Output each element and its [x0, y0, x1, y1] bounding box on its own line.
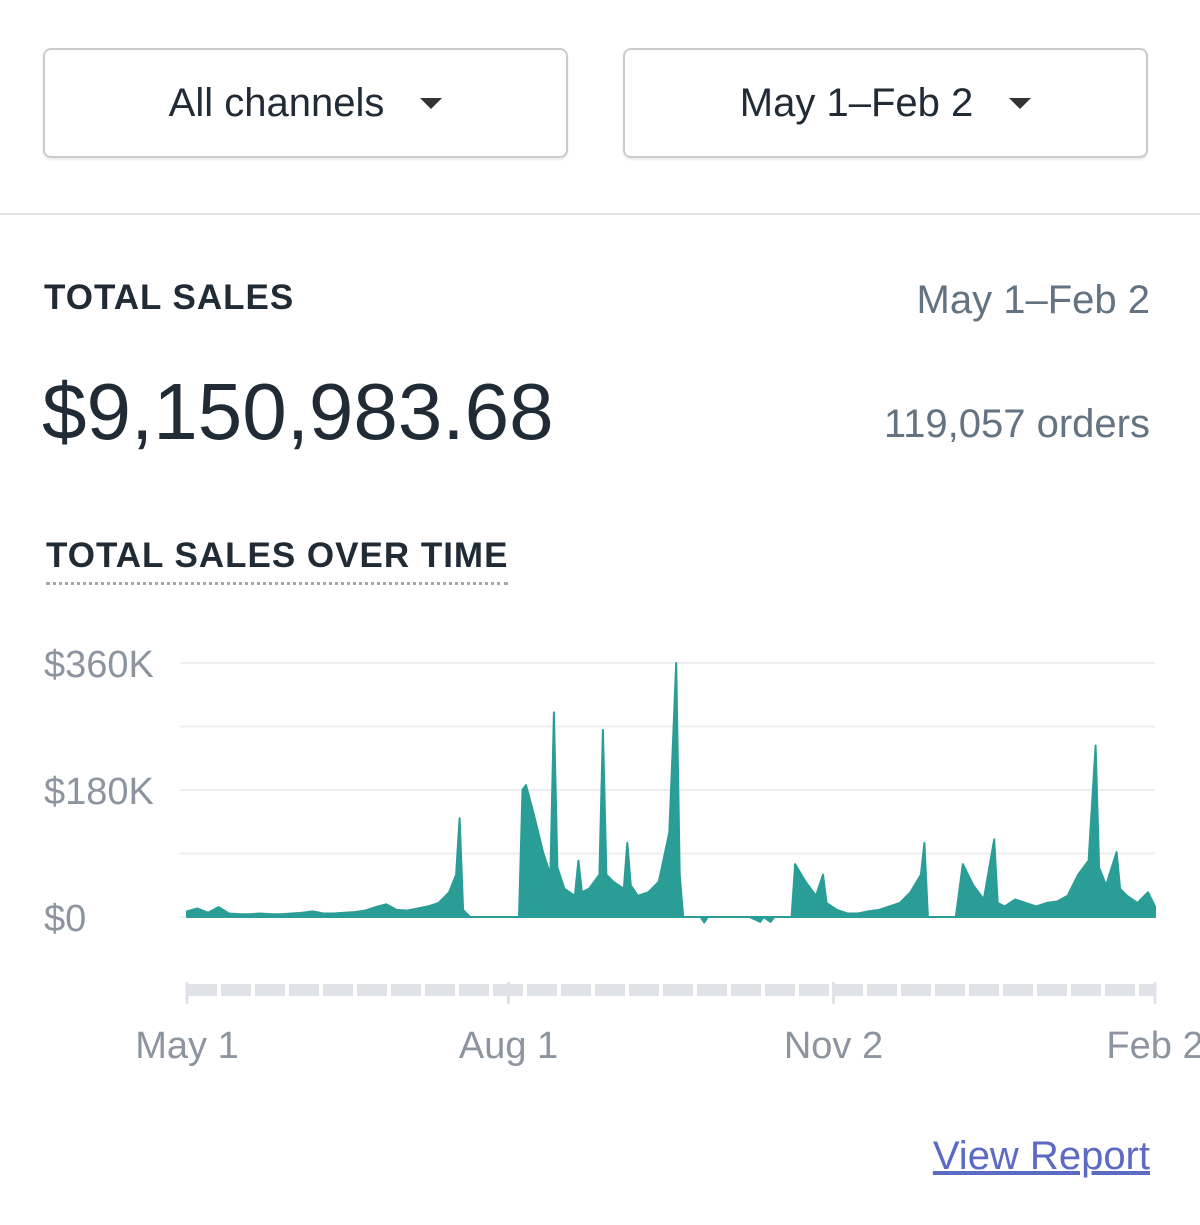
y-tick-label: $180K [44, 771, 154, 813]
view-report-link[interactable]: View Report [932, 1134, 1150, 1178]
order-count: 119,057 orders [883, 402, 1150, 446]
channel-dropdown[interactable]: All channels [43, 48, 568, 158]
date-dropdown[interactable]: May 1–Feb 2 [623, 48, 1148, 158]
x-tick-label: May 1 [135, 1025, 238, 1067]
caret [1009, 97, 1032, 109]
x-tick-label: Aug 1 [459, 1025, 558, 1067]
summary-title: TOTAL SALES [44, 278, 295, 317]
y-tick-label: $0 [44, 898, 86, 940]
channel-label: All channels [168, 80, 385, 125]
x-tick-label: Nov 2 [784, 1025, 883, 1067]
y-tick-label: $360K [44, 644, 154, 686]
date-label: May 1–Feb 2 [739, 80, 974, 125]
x-tick-label: Feb 2 [1106, 1025, 1200, 1067]
caret [420, 97, 443, 109]
divider [0, 213, 1200, 215]
chart: $0 $180K $360K May 1 Aug 1 Nov 2 Feb 2 [44, 644, 1200, 1067]
sales-area [186, 662, 1156, 924]
summary-date: May 1–Feb 2 [916, 278, 1150, 322]
chart-title[interactable]: TOTAL SALES OVER TIME [46, 536, 509, 585]
total-sales: $9,150,983.68 [42, 367, 554, 456]
